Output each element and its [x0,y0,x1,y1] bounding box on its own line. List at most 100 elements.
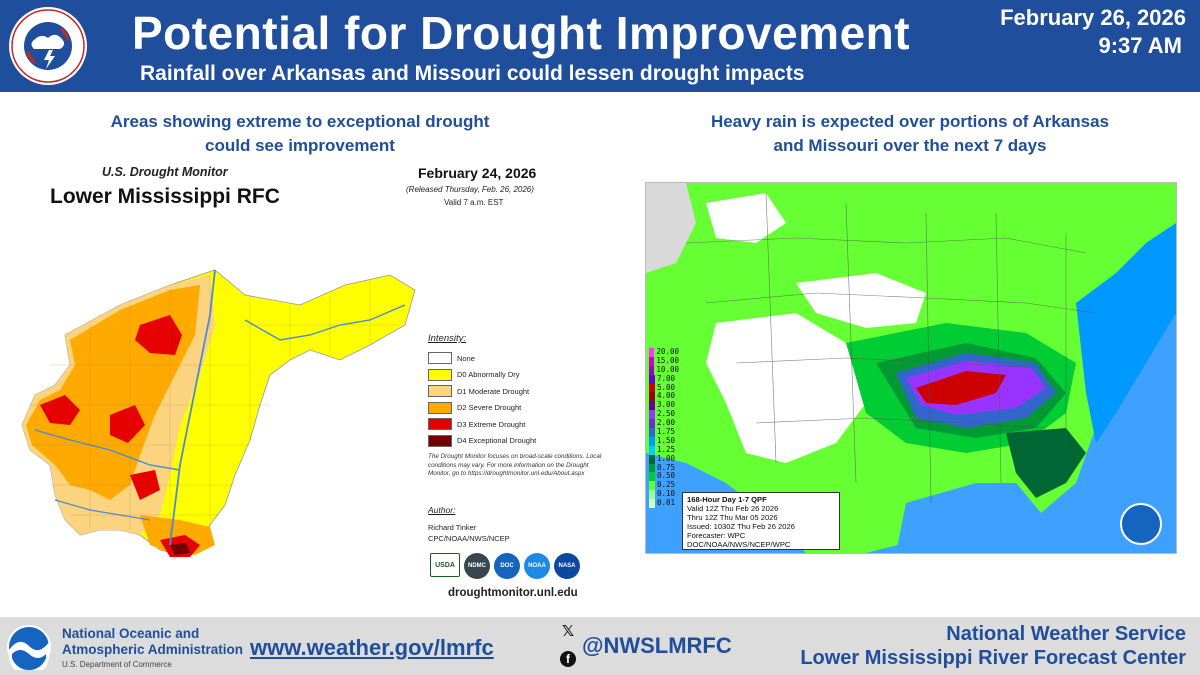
qpf-info-line: Thru 12Z Thu Mar 05 2026 [687,513,778,523]
qpf-scale-label: 7.00 [657,373,676,383]
qpf-scale-swatch [649,436,655,446]
qpf-scale-swatch [649,490,655,500]
drought-monitor-label: U.S. Drought Monitor [102,165,228,179]
rfc-name: Lower Mississippi River Forecast Center [800,647,1186,669]
legend-row-d1: D1 Moderate Drought [428,383,608,400]
qpf-info-line: DOC/NOAA/NWS/NCEP/WPC [687,540,791,550]
noaa-logo-icon: NOAA [524,553,550,579]
qpf-scale-row: 0.01 [649,498,679,509]
qpf-scale-swatch [649,348,655,357]
qpf-scale-swatch [649,365,655,375]
qpf-scale-row: 3.00 [649,400,679,411]
right-heading-line1: Heavy rain is expected over portions of … [710,112,1110,131]
qpf-scale-label: 0.75 [657,462,676,472]
legend-row-d0: D0 Abnormally Dry [428,367,608,384]
qpf-scale-swatch [649,401,655,411]
nasa-logo-icon: NASA [554,553,580,579]
qpf-gulf-water [896,483,1041,553]
qpf-scale-label: 0.10 [657,489,676,499]
noaa-name-line1: National Oceanic and [62,626,200,641]
qpf-scale-swatch [649,481,655,491]
qpf-scale-swatch [649,472,655,482]
legend-label: D4 Exceptional Drought [457,436,537,446]
facebook-icon[interactable]: f [560,651,576,667]
page-subtitle: Rainfall over Arkansas and Missouri coul… [140,62,805,85]
drought-monitor-released: (Released Thursday, Feb. 26, 2026) [406,185,534,194]
drought-monitor-note: The Drought Monitor focuses on broad-sca… [428,453,602,477]
qpf-scale-label: 1.50 [657,435,676,445]
legend-label: D3 Extreme Drought [457,419,526,429]
partner-logos: USDA NDMC DOC NOAA NASA [430,553,580,579]
qpf-color-scale: 20.00 15.00 10.00 7.00 5.00 4.00 3.00 2.50 2.00 1… [649,347,679,509]
qpf-scale-row: 1.00 [649,454,679,464]
qpf-scale-row: 10.00 [649,364,679,375]
drought-monitor-url[interactable]: droughtmonitor.unl.edu [448,587,578,599]
x-twitter-icon[interactable]: 𝕏 [562,623,575,640]
website-link[interactable]: www.weather.gov/lmrfc [250,635,494,660]
noaa-badge-icon [1120,503,1162,545]
social-handle[interactable]: @NWSLMRFC [582,633,732,658]
qpf-scale-swatch [649,374,655,384]
author-name: Richard Tinker [428,523,477,532]
qpf-dry-west [706,313,866,463]
right-panel-heading: Heavy rain is expected over portions of … [640,110,1180,158]
qpf-dry-plains [796,273,926,328]
qpf-scale-swatch [649,419,655,429]
drought-legend: Intensity: None D0 Abnormally Dry D1 Mod… [428,333,608,449]
qpf-info-line: Issued: 1030Z Thu Feb 26 2026 [687,522,795,532]
qpf-scale-swatch [649,392,655,402]
qpf-scale-row: 2.00 [649,418,679,429]
header-banner: Potential for Drought Improvement Rainfa… [0,0,1200,92]
qpf-scale-swatch [649,454,655,464]
noaa-name-line2: Atmospheric Administration [62,642,244,657]
qpf-scale-label: 2.50 [657,409,676,419]
qpf-scale-label: 10.00 [656,364,679,374]
legend-label: D0 Abnormally Dry [457,370,520,380]
legend-row-d3: D3 Extreme Drought [428,416,608,433]
qpf-scale-swatch [649,445,655,455]
left-heading-line1: Areas showing extreme to exceptional dro… [110,112,490,131]
author-label: Author: [428,505,456,515]
legend-swatch [428,418,452,431]
legend-row-d2: D2 Severe Drought [428,400,608,417]
qpf-scale-row: 5.00 [649,382,679,393]
qpf-info-box: 168-Hour Day 1-7 QPF Valid 12Z Thu Feb 2… [682,492,840,550]
qpf-scale-row: 2.50 [649,409,679,420]
qpf-scale-row: 1.75 [649,427,679,437]
nws-logo-icon [9,7,87,85]
county-grid [30,275,400,550]
legend-swatch [428,352,452,365]
qpf-scale-swatch [649,383,655,393]
qpf-scale-row: 1.50 [649,435,679,446]
legend-label: D2 Severe Drought [457,403,522,413]
page-title: Potential for Drought Improvement [132,7,911,59]
drought-region-d3-central [110,405,145,443]
qpf-info-line: Forecaster: WPC [687,531,746,541]
qpf-scale-swatch [649,499,655,509]
author-org: CPC/NOAA/NWS/NCEP [428,534,510,543]
qpf-scale-row: 7.00 [649,373,679,384]
drought-monitor-date: February 24, 2026 [418,165,537,181]
footer: National Oceanic and Atmospheric Adminis… [0,617,1200,675]
qpf-coast-gulf [1006,428,1086,498]
qpf-scale-label: 15.00 [656,355,679,365]
qpf-scale-row: 0.10 [649,489,679,500]
drought-region-d3-north [135,315,182,355]
left-panel-heading: Areas showing extreme to exceptional dro… [60,110,540,158]
qpf-info-line: 168-Hour Day 1-7 QPF [687,495,767,504]
qpf-scale-label: 5.00 [657,382,676,392]
legend-swatch [428,401,452,414]
qpf-info-line: Valid 12Z Thu Feb 26 2026 [687,504,779,514]
river-arkansas [34,429,181,471]
header-date: February 26, 2026 [1000,5,1186,30]
river-ohio [244,304,406,341]
drought-region-d4 [170,543,190,555]
doc-logo-icon: DOC [494,553,520,579]
left-heading-line2: could see improvement [205,136,395,155]
qpf-scale-label: 20.00 [656,347,679,356]
river-red [54,499,151,521]
qpf-scale-label: 1.75 [657,427,676,437]
drought-monitor-region: Lower Mississippi RFC [50,185,280,208]
legend-title: Intensity: [428,333,467,344]
qpf-scale-row: 0.25 [649,480,679,491]
